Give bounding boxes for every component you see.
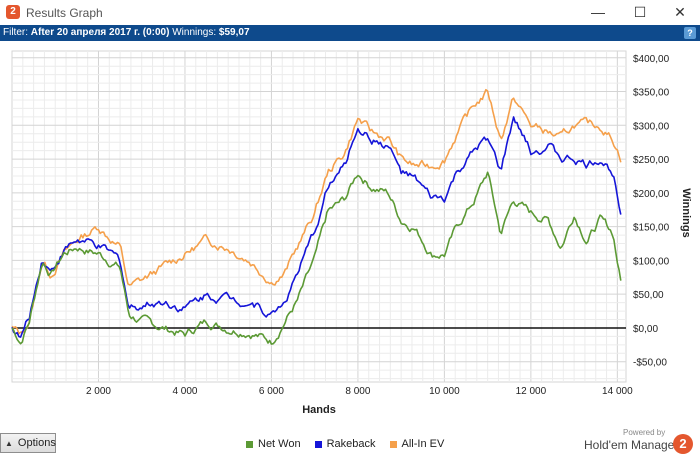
help-icon[interactable]: ? — [684, 27, 696, 39]
legend-swatch-net-won — [246, 440, 253, 448]
powered-by-text: Powered by — [623, 428, 666, 437]
options-button[interactable]: ▲ Options — [0, 433, 56, 453]
series-line-net-won — [11, 171, 622, 345]
minimize-button[interactable]: — — [591, 4, 605, 20]
window-title: Results Graph — [26, 6, 103, 20]
legend-item-net-won: Net Won — [246, 438, 301, 450]
legend-label-all-in-ev: All-In EV — [401, 438, 445, 450]
x-tick-label: 2 000 — [86, 386, 111, 397]
y-tick-label: $100,00 — [633, 256, 670, 267]
brand-name: Hold'em Manager — [584, 438, 679, 452]
y-tick-label: -$50,00 — [633, 358, 667, 369]
x-tick-labels: 2 000 4 000 6 000 8 000 10 000 12 000 14 000 — [86, 386, 633, 397]
y-tick-label: $50,00 — [633, 290, 664, 301]
options-arrow-icon: ▲ — [5, 439, 13, 448]
grid — [11, 51, 626, 382]
winnings-label: Winnings: — [169, 27, 219, 38]
winnings-value: $59,07 — [218, 27, 250, 38]
y-tick-label: $400,00 — [633, 54, 670, 65]
holdem-manager-logo-icon: 2 — [673, 434, 693, 454]
filter-prefix: Filter: — [3, 27, 31, 38]
x-tick-label: 8 000 — [345, 386, 370, 397]
plot-background — [11, 50, 627, 383]
y-tick-label: $300,00 — [633, 121, 670, 132]
brand-block: Powered by Hold'em Manager 2 — [584, 428, 696, 454]
series-line-rakeback — [11, 116, 622, 338]
app-icon: 2 — [6, 5, 20, 19]
y-tick-labels: -$50,00 $0,00 $50,00 $100,00 $150,00 $200,00 $… — [633, 54, 670, 369]
legend-swatch-rakeback — [314, 440, 322, 448]
legend-item-all-in-ev: All-In EV — [389, 438, 445, 450]
y-tick-label: $200,00 — [633, 189, 670, 200]
legend-label-net-won: Net Won — [258, 438, 301, 450]
y-tick-label: $350,00 — [633, 88, 670, 99]
filter-bar: Filter: After 20 апреля 2017 г. (0:00) W… — [0, 25, 700, 41]
results-graph: 2 000 4 000 6 000 8 000 10 000 12 000 14 000 -… — [11, 50, 692, 416]
legend-label-rakeback: Rakeback — [326, 438, 376, 450]
y-tick-label: $150,00 — [633, 223, 670, 234]
options-label: Options — [17, 437, 56, 449]
close-button[interactable]: ✕ — [674, 4, 686, 20]
legend-swatch-all-in-ev — [389, 440, 397, 448]
x-tick-label: 14 000 — [602, 386, 633, 397]
x-tick-label: 12 000 — [516, 386, 547, 397]
series-line-all-in-ev — [11, 88, 622, 335]
series-lines — [11, 88, 622, 345]
y-tick-label: $0,00 — [633, 324, 658, 335]
legend-item-rakeback: Rakeback — [314, 438, 376, 450]
x-tick-label: 6 000 — [259, 386, 284, 397]
title-bar: 2 Results Graph — ☐ ✕ — [0, 0, 700, 25]
maximize-button[interactable]: ☐ — [633, 4, 647, 20]
x-tick-label: 10 000 — [429, 386, 460, 397]
y-axis-title: Winnings — [680, 188, 692, 237]
filter-value: After 20 апреля 2017 г. (0:00) — [30, 27, 170, 38]
x-axis-title: Hands — [302, 404, 336, 416]
x-tick-label: 4 000 — [172, 386, 197, 397]
legend: Net Won Rakeback All-In EV — [246, 437, 458, 451]
y-tick-label: $250,00 — [633, 155, 670, 166]
